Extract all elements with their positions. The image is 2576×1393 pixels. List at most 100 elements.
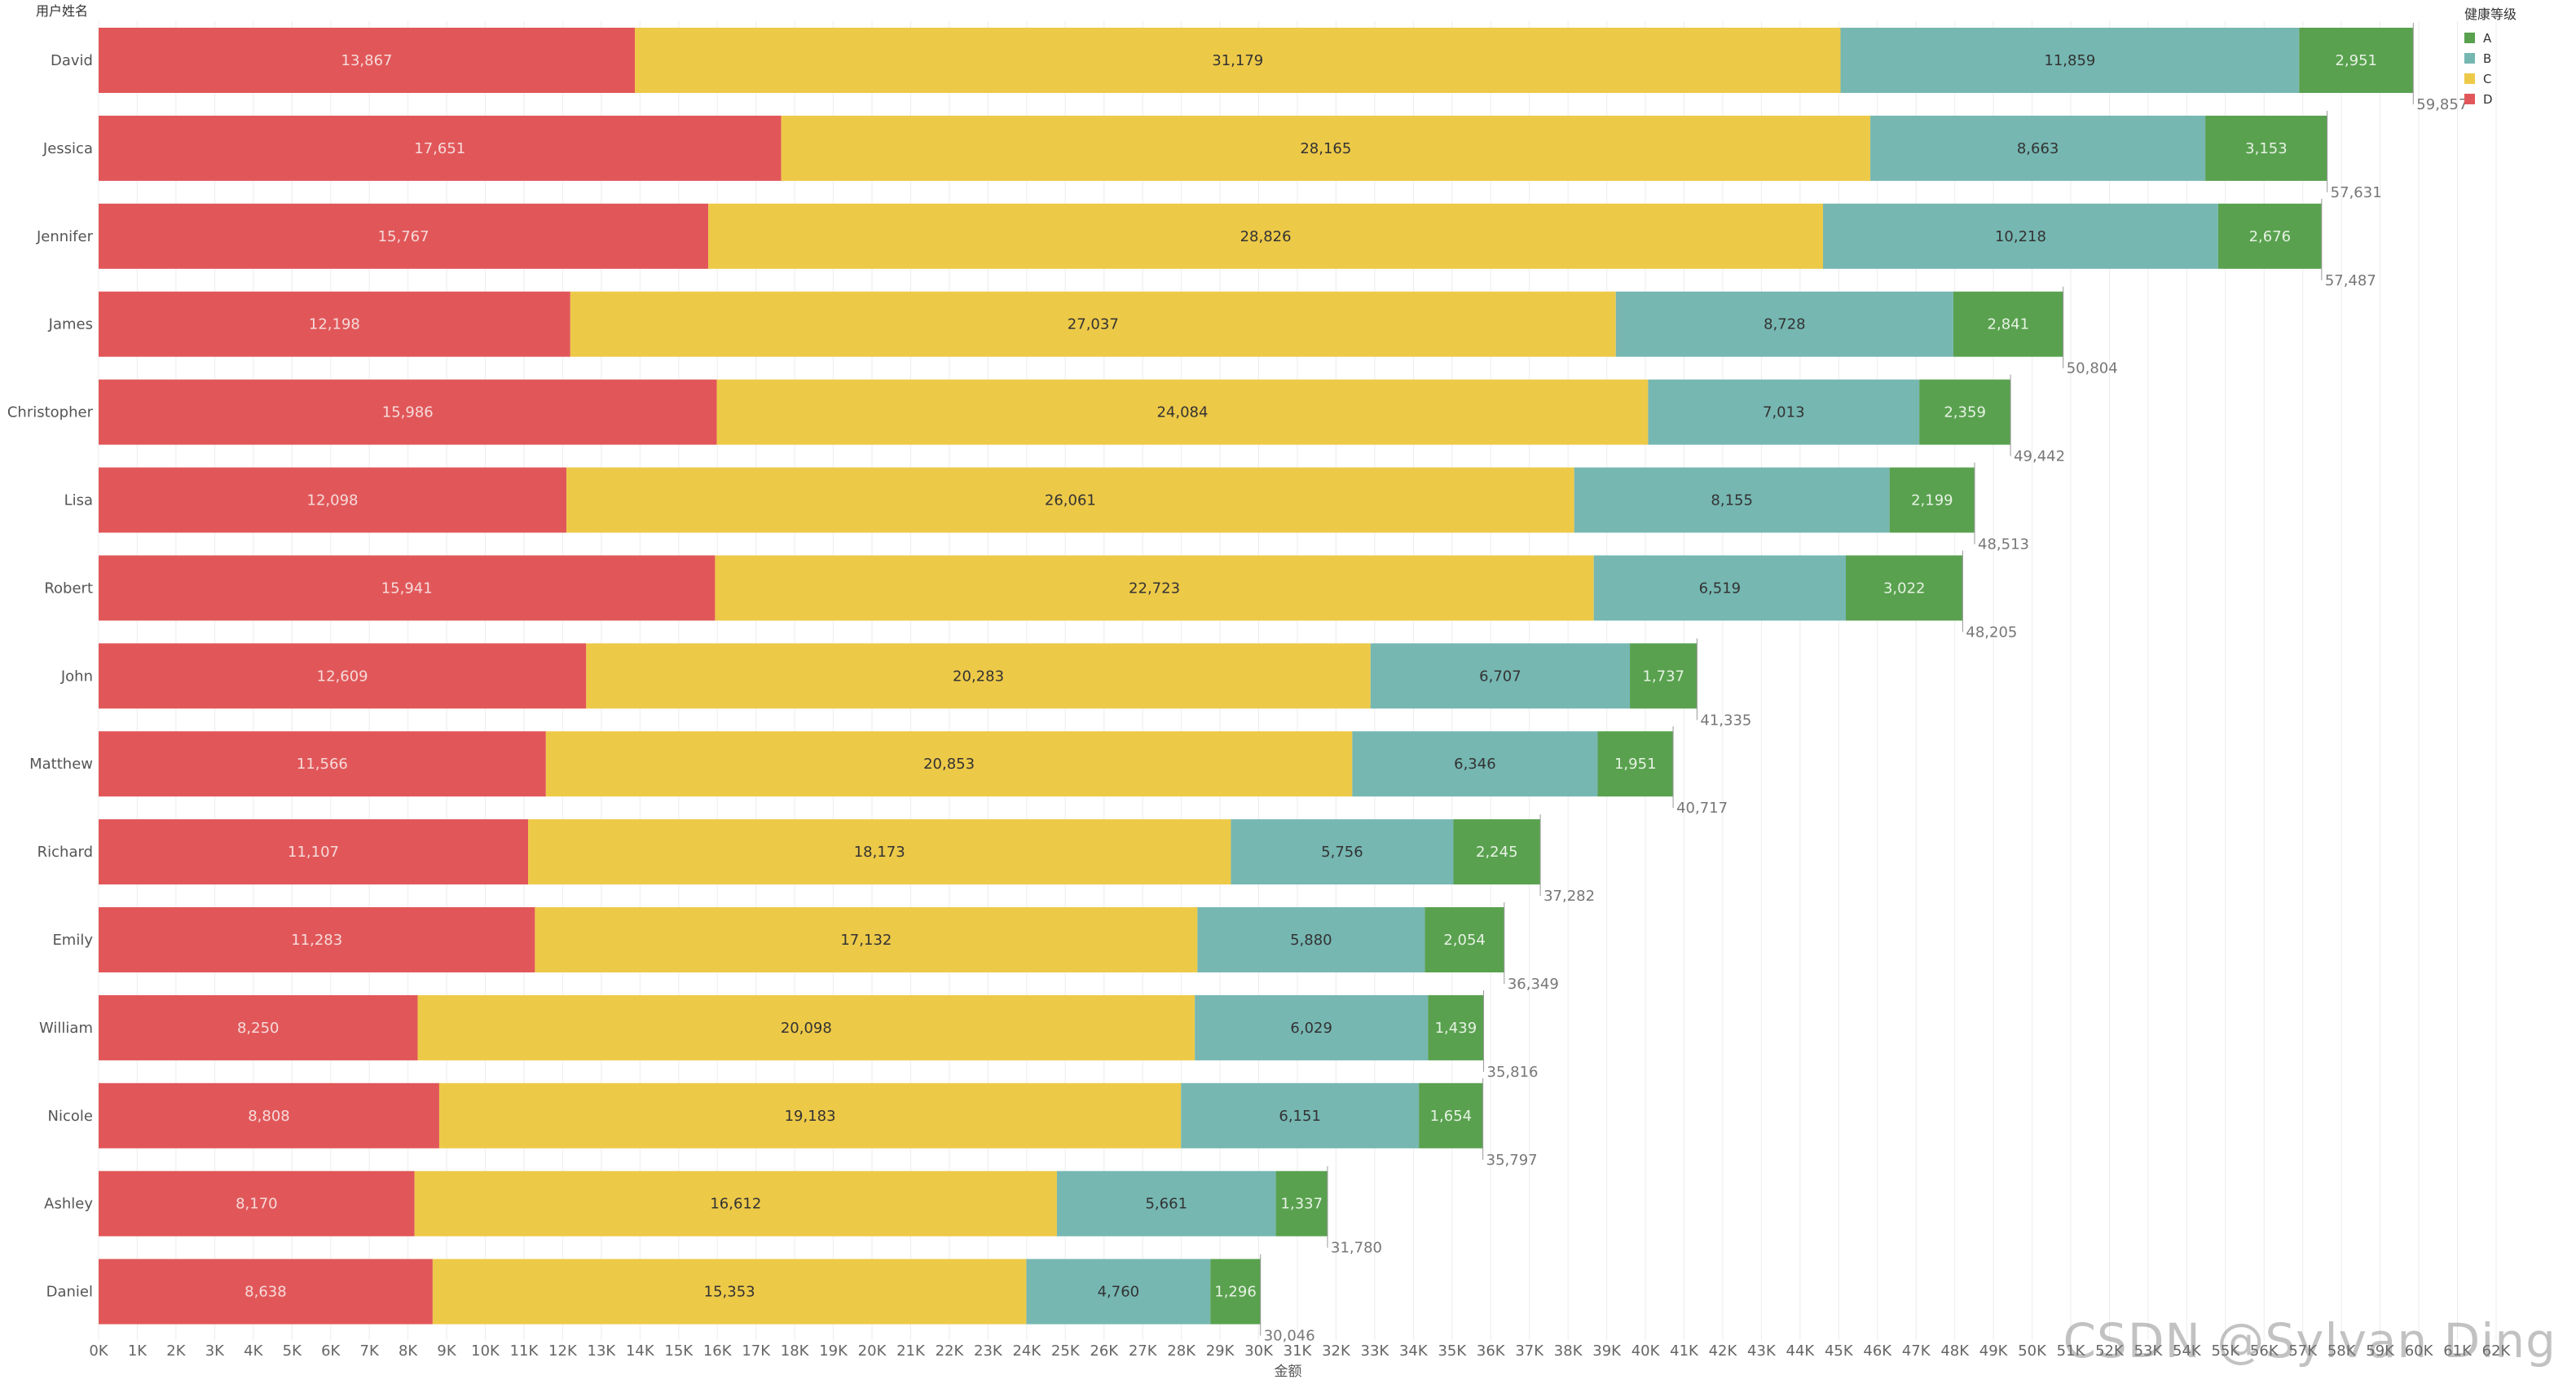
legend-label-A: A — [2483, 30, 2492, 46]
data-label-B: 6,519 — [1699, 580, 1742, 597]
legend-swatch-D — [2464, 94, 2475, 104]
total-label: 30,046 — [1264, 1328, 1315, 1345]
x-tick-label: 2K — [166, 1342, 186, 1360]
bar-segment-A — [1919, 379, 2011, 445]
x-tick-label: 50K — [2018, 1342, 2047, 1360]
data-label-D: 11,283 — [291, 932, 342, 949]
bar-segment-B — [1823, 203, 2218, 269]
data-label-A: 2,054 — [1443, 932, 1486, 949]
bar-segment-D — [99, 555, 716, 621]
x-tick-label: 43K — [1747, 1342, 1777, 1360]
bar-segment-A — [1597, 731, 1674, 797]
category-label: Nicole — [48, 1108, 93, 1125]
x-tick-label: 55K — [2211, 1342, 2240, 1360]
bar-segment-C — [781, 115, 1871, 181]
x-axis-title: 金额 — [1274, 1364, 1302, 1380]
x-tick-label: 56K — [2250, 1342, 2279, 1360]
data-label-C: 26,061 — [1045, 492, 1096, 509]
x-tick-label: 27K — [1129, 1342, 1158, 1360]
x-tick-label: 22K — [936, 1342, 965, 1360]
data-label-D: 17,651 — [414, 140, 465, 157]
data-label-A: 2,359 — [1944, 404, 1986, 421]
category-label: Ashley — [44, 1196, 93, 1213]
total-label: 57,631 — [2331, 184, 2382, 201]
data-label-C: 20,853 — [923, 756, 975, 773]
x-tick-label: 37K — [1515, 1342, 1544, 1360]
x-tick-label: 19K — [819, 1342, 848, 1360]
category-label: Jennifer — [36, 228, 94, 245]
data-label-A: 2,676 — [2249, 228, 2292, 245]
bar-segment-A — [1275, 1170, 1328, 1237]
bar-segment-C — [715, 555, 1594, 621]
bar-segment-D — [99, 1170, 415, 1237]
x-tick-label: 8K — [399, 1342, 418, 1360]
legend-swatch-C — [2464, 73, 2475, 84]
bar-segment-B — [1056, 1170, 1276, 1237]
total-label: 35,816 — [1487, 1064, 1539, 1081]
bar-segment-A — [1428, 994, 1484, 1060]
total-label: 36,349 — [1508, 976, 1559, 993]
category-label: John — [60, 668, 93, 685]
data-label-B: 6,029 — [1290, 1020, 1332, 1037]
category-label: Daniel — [46, 1284, 93, 1301]
bar-segment-D — [99, 819, 529, 885]
x-tick-label: 38K — [1554, 1342, 1583, 1360]
data-label-B: 5,756 — [1321, 844, 1363, 861]
data-label-A: 3,153 — [2245, 140, 2288, 157]
x-tick-label: 24K — [1012, 1342, 1041, 1360]
category-label: Richard — [37, 844, 93, 861]
bar-segment-C — [716, 379, 1649, 445]
data-label-A: 2,199 — [1911, 492, 1953, 509]
data-label-C: 28,165 — [1300, 140, 1351, 157]
data-label-D: 15,986 — [382, 404, 434, 421]
x-tick-label: 39K — [1592, 1342, 1622, 1360]
x-tick-label: 9K — [437, 1342, 456, 1360]
data-label-D: 8,250 — [237, 1020, 280, 1037]
data-label-C: 20,098 — [781, 1020, 832, 1037]
data-label-C: 17,132 — [840, 932, 892, 949]
x-tick-label: 26K — [1090, 1342, 1119, 1360]
bar-segment-A — [2217, 203, 2322, 269]
data-label-B: 5,880 — [1290, 932, 1332, 949]
x-tick-label: 44K — [1786, 1342, 1816, 1360]
bar-segment-B — [1615, 291, 1953, 357]
legend-label-D: D — [2483, 91, 2493, 107]
bar-segment-A — [1453, 819, 1541, 885]
data-label-B: 6,346 — [1454, 756, 1496, 773]
category-label: Matthew — [29, 756, 93, 773]
bar-segment-C — [432, 1259, 1027, 1325]
x-tick-label: 61K — [2443, 1342, 2473, 1360]
x-tick-label: 48K — [1940, 1342, 1970, 1360]
legend-entry-D: D — [2464, 89, 2517, 109]
x-tick-label: 7K — [360, 1342, 380, 1360]
data-label-C: 16,612 — [710, 1196, 761, 1213]
x-tick-label: 36K — [1477, 1342, 1506, 1360]
bar-segment-D — [99, 291, 570, 357]
x-tick-label: 54K — [2173, 1342, 2202, 1360]
category-label: William — [39, 1020, 93, 1037]
bar-segment-A — [1425, 907, 1504, 972]
x-tick-label: 17K — [742, 1342, 771, 1360]
data-label-B: 8,728 — [1764, 316, 1806, 333]
bar-segment-A — [1846, 555, 1963, 621]
x-tick-label: 62K — [2482, 1342, 2512, 1360]
data-label-C: 19,183 — [785, 1108, 836, 1125]
bar-segment-B — [1197, 907, 1425, 972]
x-tick-label: 15K — [664, 1342, 694, 1360]
data-label-B: 6,151 — [1279, 1108, 1321, 1125]
x-tick-label: 41K — [1670, 1342, 1699, 1360]
x-tick-label: 52K — [2095, 1342, 2125, 1360]
data-label-B: 4,760 — [1098, 1284, 1140, 1301]
data-label-D: 12,098 — [307, 492, 359, 509]
category-label: Robert — [44, 580, 93, 597]
data-label-A: 1,296 — [1214, 1284, 1257, 1301]
bar-segment-C — [438, 1082, 1182, 1148]
data-label-B: 10,218 — [1995, 228, 2046, 245]
data-label-D: 8,808 — [248, 1108, 290, 1125]
x-tick-label: 59K — [2366, 1342, 2395, 1360]
bar-segment-A — [1953, 291, 2063, 357]
bar-segment-D — [99, 1259, 433, 1325]
bar-segment-B — [1370, 643, 1631, 709]
data-label-C: 24,084 — [1156, 404, 1208, 421]
legend-title: 健康等级 — [2464, 7, 2517, 22]
